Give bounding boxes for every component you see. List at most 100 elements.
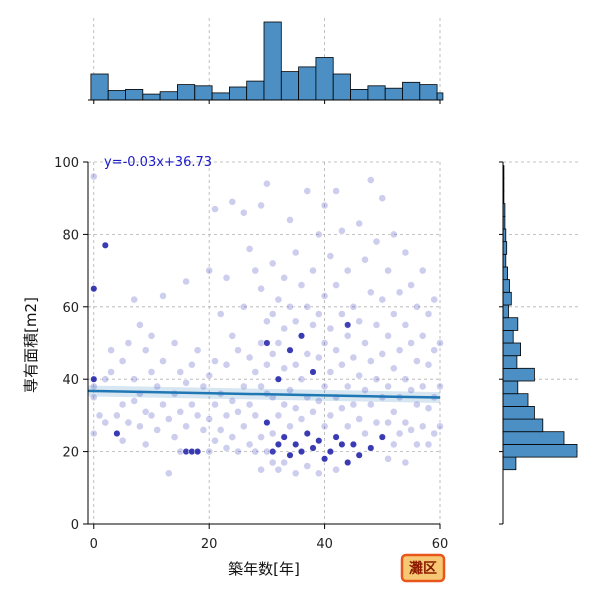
scatter-point [159, 400, 167, 409]
regression-equation: y=-0.03x+36.73 [104, 155, 212, 170]
right-hist-bar [502, 443, 578, 458]
scatter-point [251, 447, 260, 456]
scatter-point [309, 266, 317, 275]
scatter-point [251, 368, 260, 376]
scatter-point [268, 349, 277, 358]
scatter-point [372, 418, 381, 427]
scatter-point [361, 429, 369, 438]
scatter-point [280, 364, 289, 373]
scatter-point [297, 415, 306, 423]
right-hist-bar [502, 317, 519, 331]
scatter-point [216, 425, 225, 434]
scatter-point [182, 277, 190, 286]
scatter-point [418, 422, 427, 431]
scatter-point [222, 273, 231, 282]
scatter-point [205, 371, 214, 380]
scatter-point [268, 458, 277, 467]
scatter-point [355, 371, 364, 380]
scatter-points [89, 172, 444, 478]
scatter-point [395, 429, 404, 438]
top-hist-bar [142, 93, 161, 101]
scatter-point [164, 415, 173, 423]
scatter-point [366, 357, 375, 365]
top-hist-bar [176, 84, 196, 101]
top-hist-bar [384, 87, 403, 101]
scatter-point [424, 440, 433, 449]
scatter-point [320, 339, 329, 347]
scatter-point [176, 368, 185, 376]
right-hist-bar [502, 418, 544, 433]
y-tick-label: 100 [54, 156, 79, 171]
scatter-point [262, 179, 271, 188]
scatter-point [384, 382, 392, 391]
scatter-point [320, 422, 329, 431]
scatter-point-dense [321, 455, 329, 463]
scatter-point [89, 393, 98, 402]
right-hist-bar [502, 266, 508, 281]
scatter-point-dense [303, 429, 311, 438]
scatter-point [291, 360, 300, 369]
scatter-point [182, 422, 190, 431]
scatter-point [332, 465, 340, 474]
scatter-point-dense [263, 339, 271, 347]
scatter-point [337, 360, 346, 369]
scatter-point [389, 230, 398, 239]
x-tick-label: 60 [432, 537, 449, 552]
scatter-point [274, 295, 283, 304]
scatter-point [314, 396, 323, 405]
scatter-point [401, 375, 410, 384]
scatter-point [170, 433, 179, 441]
right-hist-bar [502, 329, 514, 344]
scatter-point [135, 422, 144, 431]
top-hist-bar [194, 85, 213, 101]
scatter-point [309, 407, 317, 416]
scatter-point [228, 396, 237, 405]
scatter-point [361, 386, 369, 394]
scatter-point [309, 320, 317, 329]
x-axis-label: 築年数[年] [228, 560, 300, 578]
top-hist-bar [263, 21, 282, 101]
scatter-point [303, 187, 312, 195]
top-hist-bar [280, 71, 299, 101]
scatter-point [407, 339, 415, 347]
scatter-point [355, 317, 364, 326]
scatter-point-dense [309, 444, 317, 452]
scatter-point [326, 411, 335, 420]
scatter-point [118, 357, 127, 365]
scatter-point [355, 415, 364, 423]
scatter-point [366, 176, 375, 184]
scatter-point [378, 349, 387, 358]
scatter-point [257, 465, 265, 474]
scatter-point-dense [274, 375, 282, 383]
scatter-point [251, 411, 260, 420]
top-hist-bar [159, 91, 178, 101]
top-hist-bar [246, 80, 265, 101]
scatter-point [268, 429, 277, 438]
scatter-point-dense [315, 437, 323, 445]
scatter-point-dense [90, 375, 98, 383]
axes: 0 20 40 60 0 20 40 60 80 100 [54, 156, 448, 552]
scatter-point [343, 266, 352, 275]
scatter-point [118, 400, 127, 409]
scatter-point [395, 288, 404, 297]
scatter-point [389, 364, 398, 373]
scatter-point-dense [263, 419, 271, 427]
scatter-point [412, 357, 421, 365]
scatter-point [361, 339, 369, 347]
scatter-point [153, 382, 162, 391]
scatter-point [286, 422, 294, 431]
scatter-point [389, 310, 398, 318]
scatter-point [343, 382, 352, 391]
scatter-point [389, 440, 398, 449]
scatter-point-dense [367, 444, 375, 452]
scatter-point [245, 353, 254, 362]
scatter-point [291, 469, 300, 478]
scatter-point [257, 284, 265, 293]
scatter-point [436, 339, 444, 347]
scatter-point [430, 295, 439, 304]
scatter-point [113, 411, 121, 420]
scatter-point [389, 407, 398, 416]
scatter-point [262, 317, 271, 326]
scatter-point [407, 425, 415, 434]
scatter-point [424, 404, 433, 413]
